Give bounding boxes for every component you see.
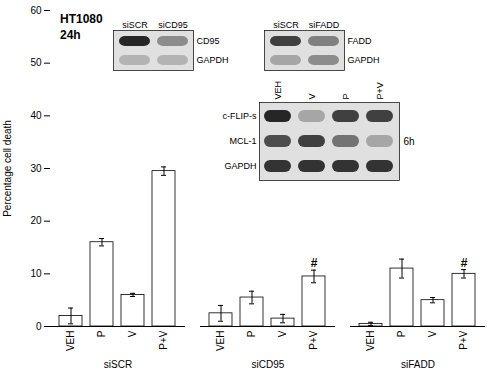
svg-text:P+V: P+V bbox=[308, 330, 319, 350]
svg-text:VEH: VEH bbox=[365, 331, 376, 352]
svg-text:V: V bbox=[427, 330, 438, 337]
svg-text:V: V bbox=[307, 93, 317, 99]
svg-text:P+V: P+V bbox=[458, 330, 469, 350]
svg-text:V: V bbox=[277, 330, 288, 337]
svg-text:siCD95: siCD95 bbox=[158, 20, 188, 30]
svg-text:10: 10 bbox=[30, 268, 42, 279]
svg-text:20: 20 bbox=[30, 215, 42, 226]
svg-text:60: 60 bbox=[30, 5, 42, 16]
html-text:24h: 24h bbox=[60, 28, 81, 42]
svg-text:30: 30 bbox=[30, 163, 42, 174]
svg-text:MCL-1: MCL-1 bbox=[229, 136, 256, 146]
svg-text:CD95: CD95 bbox=[197, 36, 220, 46]
svg-text:Percentage cell death: Percentage cell death bbox=[2, 120, 13, 217]
svg-text:siSCR: siSCR bbox=[122, 20, 148, 30]
svg-text:#: # bbox=[311, 256, 318, 270]
svg-text:0: 0 bbox=[36, 321, 42, 332]
svg-text:40: 40 bbox=[30, 110, 42, 121]
svg-text:VEH: VEH bbox=[215, 331, 226, 352]
svg-text:50: 50 bbox=[30, 57, 42, 68]
svg-text:siFADD: siFADD bbox=[309, 20, 340, 30]
svg-text:siFADD: siFADD bbox=[401, 359, 435, 370]
svg-text:FADD: FADD bbox=[348, 36, 373, 46]
svg-text:VEH: VEH bbox=[273, 81, 283, 100]
svg-text:siSCR: siSCR bbox=[104, 359, 132, 370]
svg-text:c-FLIP-s: c-FLIP-s bbox=[222, 111, 257, 121]
svg-text:GAPDH: GAPDH bbox=[197, 55, 229, 65]
svg-text:6h: 6h bbox=[404, 136, 415, 147]
html-text:HT1080: HT1080 bbox=[60, 12, 103, 26]
svg-text:P: P bbox=[341, 93, 351, 99]
svg-text:#: # bbox=[461, 256, 468, 270]
svg-text:VEH: VEH bbox=[65, 331, 76, 352]
svg-text:V: V bbox=[127, 330, 138, 337]
svg-text:GAPDH: GAPDH bbox=[348, 55, 380, 65]
svg-text:siSCR: siSCR bbox=[273, 20, 299, 30]
svg-text:siCD95: siCD95 bbox=[252, 359, 285, 370]
svg-text:P+V: P+V bbox=[375, 82, 385, 99]
svg-text:P: P bbox=[246, 330, 257, 337]
svg-text:P+V: P+V bbox=[158, 330, 169, 350]
svg-text:P: P bbox=[396, 330, 407, 337]
svg-text:P: P bbox=[96, 330, 107, 337]
svg-text:GAPDH: GAPDH bbox=[224, 161, 256, 171]
